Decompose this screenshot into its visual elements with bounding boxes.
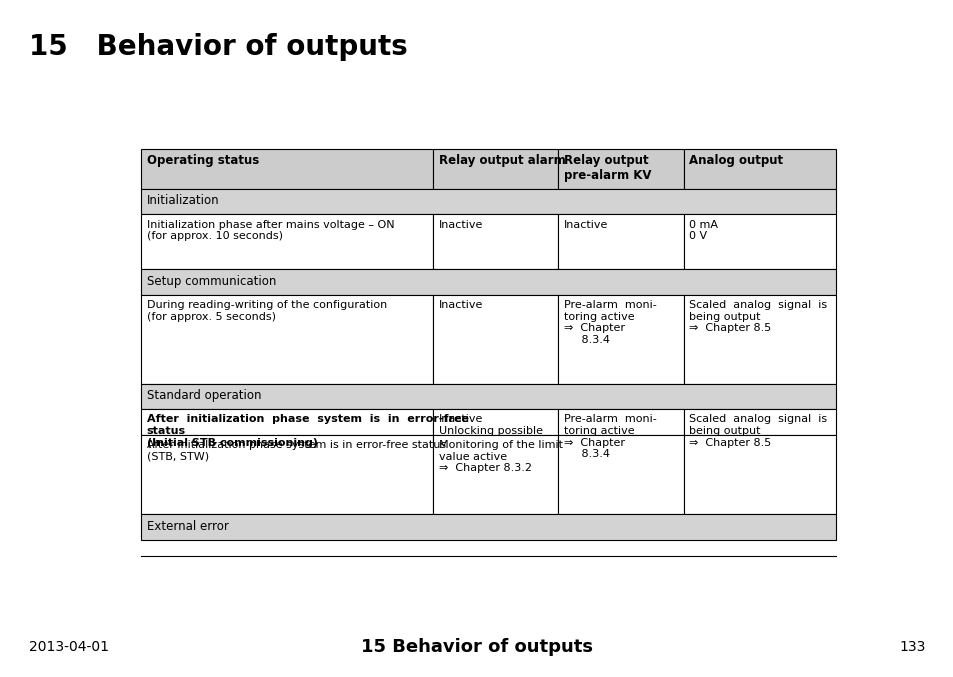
Bar [558, 215, 682, 269]
Text: Pre-alarm  moni-
toring active
⇒  Chapter
     8.3.4: Pre-alarm moni- toring active ⇒ Chapter … [563, 300, 656, 345]
Bar [558, 409, 682, 435]
Bar [141, 409, 433, 435]
Bar [558, 149, 682, 189]
Text: 15 Behavior of outputs: 15 Behavior of outputs [360, 638, 593, 655]
Bar [141, 515, 836, 540]
Text: Inactive: Inactive [563, 219, 607, 230]
Bar [682, 409, 836, 435]
Text: Initialization: Initialization [147, 194, 219, 207]
Bar [433, 215, 558, 269]
Text: Pre-alarm  moni-
toring active
⇒  Chapter
     8.3.4: Pre-alarm moni- toring active ⇒ Chapter … [563, 414, 656, 459]
Text: Relay output
pre-alarm KV: Relay output pre-alarm KV [563, 154, 650, 182]
Bar [141, 435, 433, 515]
Bar [141, 149, 433, 189]
Text: 0 mA
0 V: 0 mA 0 V [688, 219, 717, 241]
Text: Setup communication: Setup communication [147, 275, 275, 288]
Text: Inactive: Inactive [438, 300, 482, 310]
Text: Analog output: Analog output [688, 154, 782, 167]
Text: Monitoring of the limit
value active
⇒  Chapter 8.3.2: Monitoring of the limit value active ⇒ C… [438, 440, 562, 473]
Text: After  initialization  phase  system  is  in  error-free
status
(Initial STB com: After initialization phase system is in … [147, 414, 468, 447]
Text: Relay output alarm: Relay output alarm [438, 154, 565, 167]
Text: Scaled  analog  signal  is
being output
⇒  Chapter 8.5: Scaled analog signal is being output ⇒ C… [688, 300, 826, 334]
Bar [433, 435, 558, 515]
Bar [558, 295, 682, 384]
Text: During reading-writing of the configuration
(for approx. 5 seconds): During reading-writing of the configurat… [147, 300, 387, 322]
Text: Inactive: Inactive [438, 219, 482, 230]
Bar [141, 215, 433, 269]
Text: Scaled  analog  signal  is
being output
⇒  Chapter 8.5: Scaled analog signal is being output ⇒ C… [688, 414, 826, 447]
Bar [433, 295, 558, 384]
Bar [558, 435, 682, 515]
Bar [682, 435, 836, 515]
Bar [141, 189, 836, 215]
Bar [682, 149, 836, 189]
Bar [141, 384, 836, 409]
Text: 133: 133 [898, 640, 924, 653]
Text: Initialization phase after mains voltage – ON
(for approx. 10 seconds): Initialization phase after mains voltage… [147, 219, 394, 241]
Text: 2013-04-01: 2013-04-01 [29, 640, 109, 653]
Bar [682, 295, 836, 384]
Text: Inactive
Unlocking possible: Inactive Unlocking possible [438, 414, 542, 436]
Bar [433, 409, 558, 435]
Text: Operating status: Operating status [147, 154, 258, 167]
Bar [141, 269, 836, 295]
Bar [682, 215, 836, 269]
Text: After initialization phase system is in error-free status
(STB, STW): After initialization phase system is in … [147, 440, 445, 462]
Text: External error: External error [147, 519, 228, 533]
Bar [433, 149, 558, 189]
Text: Standard operation: Standard operation [147, 389, 261, 402]
Bar [141, 295, 433, 384]
Text: 15   Behavior of outputs: 15 Behavior of outputs [29, 33, 407, 61]
